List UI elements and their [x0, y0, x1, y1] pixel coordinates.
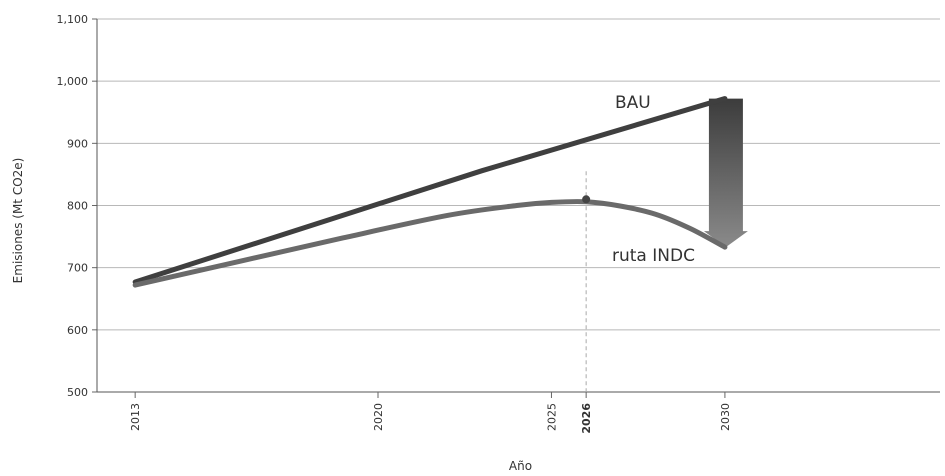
ytick-label: 1,000	[57, 75, 89, 88]
xtick-label: 2030	[719, 403, 732, 431]
series-line-indc	[132, 199, 728, 288]
reduction-arrow	[703, 98, 748, 248]
grid-lines	[97, 18, 940, 393]
xtick-label: 2025	[545, 403, 558, 431]
ytick-label: 900	[67, 137, 88, 150]
labels: 500 600 700 800 900 1,000 1,100 2013 2020 2025 202…	[11, 13, 732, 473]
ytick-label: 800	[67, 200, 88, 213]
ytick-label: 500	[67, 386, 88, 399]
peak-point	[582, 195, 591, 204]
series-label-indc: ruta INDC	[612, 246, 695, 266]
xtick-label: 2026	[580, 403, 593, 434]
series-lines	[132, 96, 728, 288]
axes	[92, 18, 940, 398]
ytick-label: 600	[67, 324, 88, 337]
series-label-bau: BAU	[615, 93, 651, 113]
ytick-label: 700	[67, 262, 88, 275]
xtick-label: 2013	[129, 403, 142, 431]
xtick-label: 2020	[372, 403, 385, 431]
ytick-label: 1,100	[57, 13, 89, 26]
series-line-bau	[132, 96, 728, 285]
y-axis-title: Emisiones (Mt CO2e)	[11, 158, 25, 284]
annotations	[585, 98, 748, 392]
x-axis-title: Año	[509, 459, 532, 473]
